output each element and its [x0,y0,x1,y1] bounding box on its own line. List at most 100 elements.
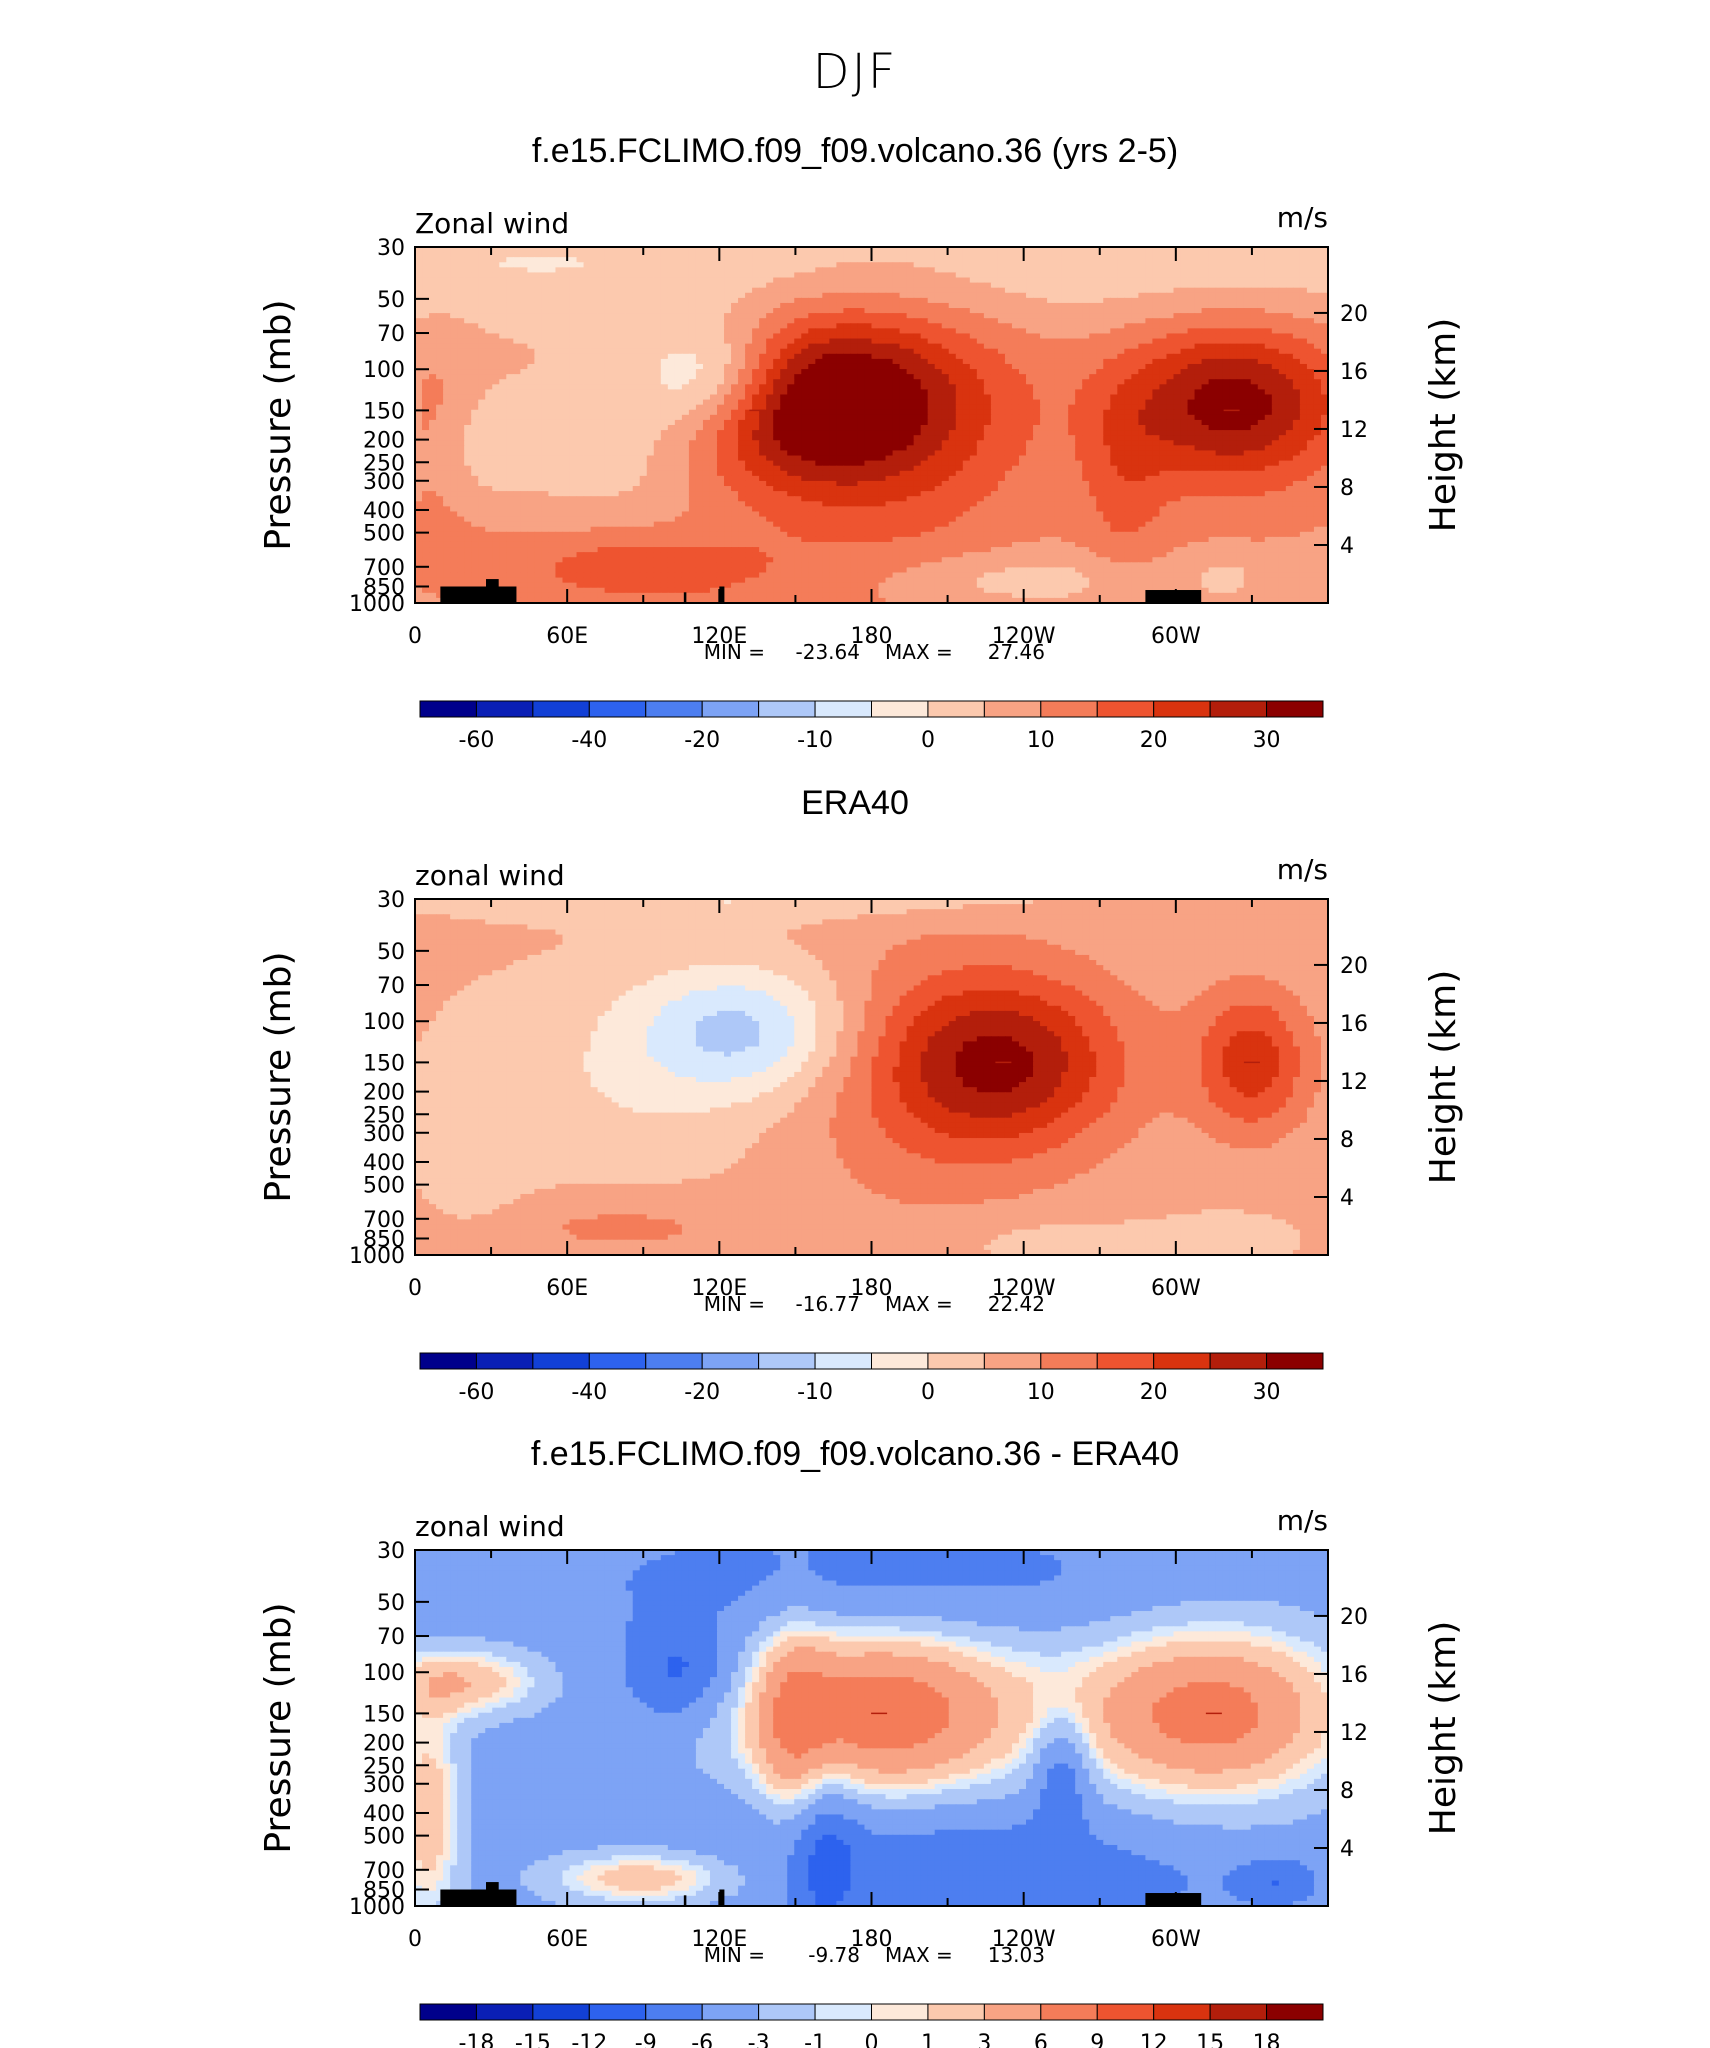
panel-1-contour-cell [976,267,985,274]
panel-1-contour-cell [1236,287,1245,294]
panel-1-contour-cell [1320,338,1329,345]
panel-1-contour-cell [548,384,557,391]
panel-1-contour-field [415,247,1329,604]
panel-1-contour-cell [885,419,894,426]
panel-1-contour-cell [787,252,795,258]
panel-1-contour-cell [1082,257,1090,263]
panel-1-contour-cell [464,394,472,401]
panel-1-contour-cell [450,399,458,406]
panel-1-contour-cell [548,338,557,345]
panel-1-contour-cell [1047,430,1055,436]
panel-1-contour-cell [506,318,515,324]
panel-1-contour-cell [808,272,817,279]
panel-1-contour-cell [1292,348,1301,355]
panel-1-contour-cell [1243,277,1252,284]
panel-1-contour-cell [618,363,627,370]
panel-1-contour-cell [1075,435,1083,441]
panel-1-contour-cell [639,318,648,324]
panel-1-contour-cell [443,308,451,314]
panel-1-contour-cell [653,399,662,406]
panel-1-contour-cell [436,343,444,350]
panel-1-contour-cell [738,287,746,294]
panel-1-contour-cell [1201,409,1210,416]
panel-1-contour-cell [1271,414,1280,421]
panel-1-contour-cell [1075,343,1083,350]
panel-1-contour-cell [1278,302,1287,309]
panel-1-contour-cell [962,435,971,441]
panel-1-contour-cell [555,435,564,441]
panel-1-contour-cell [674,348,683,355]
panel-1-contour-cell [1040,425,1048,431]
panel-1-contour-cell [787,353,795,360]
panel-1-contour-cell [1222,308,1231,314]
panel-1-contour-cell [1040,348,1048,355]
panel-1-contour-cell [1075,430,1083,436]
panel-1-contour-cell [555,363,564,370]
panel-1-contour-cell [464,302,472,309]
panel-1-contour-cell [667,257,676,263]
panel-1-contour-cell [1236,333,1245,340]
panel-1-contour-cell [1075,313,1083,319]
panel-1-contour-cell [527,323,536,330]
panel-1-contour-cell [962,358,971,365]
panel-1-contour-cell [639,435,648,441]
panel-1-contour-cell [850,252,859,258]
panel-1-contour-cell [962,399,971,406]
panel-1-contour-cell [1054,267,1062,274]
panel-1-contour-cell [604,292,613,299]
panel-1-contour-cell [1173,277,1182,284]
panel-1-contour-cell [1061,374,1069,380]
panel-1-contour-cell [485,292,493,299]
panel-1-contour-cell [667,338,676,345]
panel-1-contour-cell [541,257,550,263]
panel-1-contour-cell [1152,369,1161,375]
panel-1-contour-cell [702,384,711,391]
panel-1-contour-cell [590,358,599,365]
panel-1-contour-cell [1292,404,1301,411]
panel-1-contour-cell [955,282,964,289]
panel-1-contour-cell [794,318,802,324]
panel-1-contour-cell [1145,297,1154,304]
panel-1-contour-cell [611,435,620,441]
panel-1-contour-cell [443,343,451,350]
panel-1-contour-cell [569,358,578,365]
panel-1-contour-cell [548,323,557,330]
panel-1-contour-cell [724,409,732,416]
panel-1-contour-cell [787,287,795,294]
panel-1-contour-cell [1278,374,1287,380]
panel-1-contour-cell [562,358,571,365]
panel-1-contour-cell [1096,272,1104,279]
panel-1-contour-cell [976,343,985,350]
panel-1-contour-cell [1131,277,1140,284]
panel-1-contour-cell [955,419,964,426]
panel-1-contour-cell [1011,328,1020,335]
panel-1-contour-cell [1222,328,1231,335]
panel-1-contour-cell [1117,419,1126,426]
panel-1-contour-cell [1229,247,1238,253]
panel-1-contour-cell [478,440,486,447]
panel-1-contour-cell [1229,363,1238,370]
panel-1-contour-cell [485,363,493,370]
panel-1-contour-cell [1285,419,1294,426]
panel-1-contour-cell [969,302,978,309]
panel-1-contour-cell [801,399,809,406]
panel-1-contour-cell [1243,302,1252,309]
panel-1-contour-cell [1257,267,1266,274]
panel-1-contour-cell [1138,363,1147,370]
panel-1-contour-cell [499,323,507,330]
panel-1-contour-cell [1124,399,1133,406]
panel-1-contour-cell [1131,374,1140,380]
panel-1-contour-cell [520,247,529,253]
panel-1-contour-cell [976,318,985,324]
panel-1-contour-cell [1124,287,1133,294]
panel-1-contour-cell [878,318,887,324]
panel-1-contour-cell [892,267,901,274]
panel-1-contour-cell [618,338,627,345]
panel-1-contour-cell [1208,394,1217,401]
panel-1-contour-cell [1110,409,1118,416]
panel-1-contour-cell [716,247,725,253]
panel-1-contour-cell [1089,430,1097,436]
panel-1-contour-cell [1075,414,1083,421]
panel-1-contour-cell [1285,262,1294,269]
panel-1-contour-cell [843,292,852,299]
